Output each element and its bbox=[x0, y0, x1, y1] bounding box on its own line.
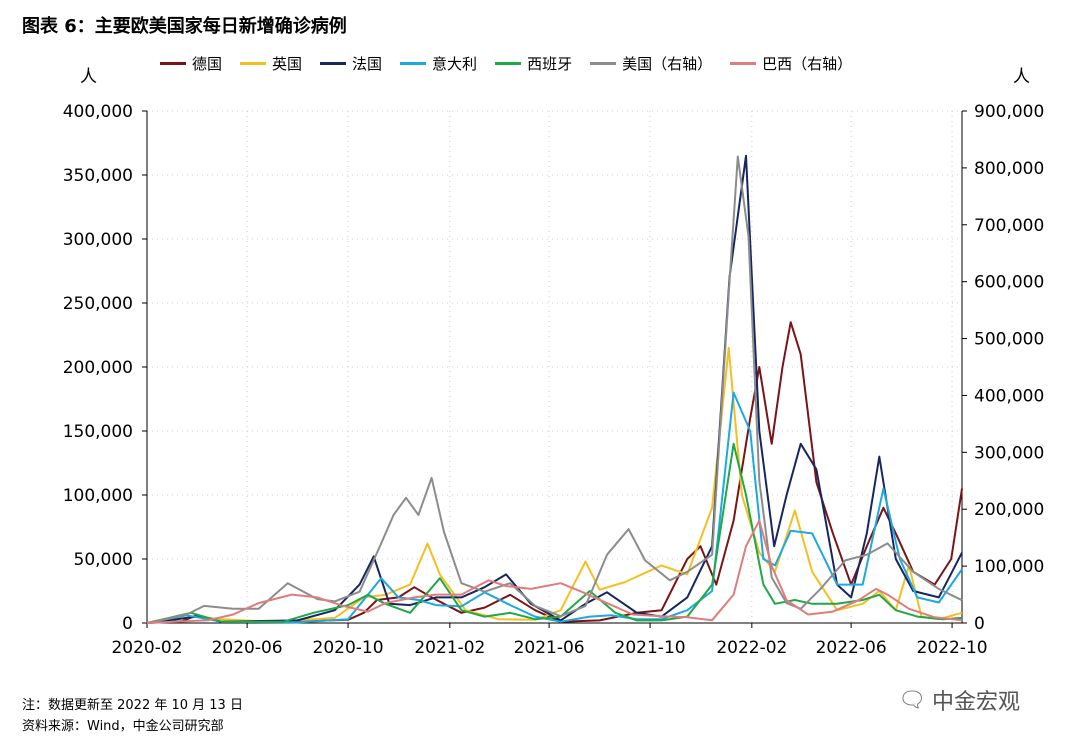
series-line-1 bbox=[146, 346, 963, 624]
right-tick-label: 400,000 bbox=[974, 386, 1044, 406]
x-tick-label: 2021-10 bbox=[615, 638, 686, 658]
legend-item: 美国（右轴） bbox=[590, 53, 712, 74]
legend-swatch bbox=[240, 62, 267, 65]
x-tick-label: 2020-06 bbox=[212, 638, 283, 658]
legend-label: 德国 bbox=[192, 55, 223, 73]
legend-label: 美国（右轴） bbox=[622, 55, 713, 73]
legend-item: 德国 bbox=[160, 53, 222, 74]
series-line-5 bbox=[146, 155, 963, 624]
left-tick-label: 350,000 bbox=[63, 166, 133, 186]
right-tick-label: 700,000 bbox=[974, 216, 1044, 236]
series-line-3 bbox=[146, 391, 963, 624]
series-line-6 bbox=[146, 519, 963, 624]
right-tick-label: 600,000 bbox=[974, 273, 1044, 293]
x-tick-label: 2020-10 bbox=[313, 638, 384, 658]
left-tick-label: 250,000 bbox=[63, 294, 133, 314]
x-tick-label: 2022-06 bbox=[816, 638, 887, 658]
series-line-4 bbox=[146, 442, 963, 624]
left-tick-label: 200,000 bbox=[63, 358, 133, 378]
x-tick-label: 2021-02 bbox=[414, 638, 485, 658]
legend: 德国 英国 法国 意大利 西班牙 美国（右轴） 巴西（右轴） bbox=[160, 53, 852, 74]
left-tick-label: 0 bbox=[122, 614, 133, 634]
legend-swatch bbox=[160, 62, 186, 65]
left-axis-unit: 人 bbox=[80, 67, 97, 87]
footnote: 注：数据更新至 2022 年 10 月 13 日 bbox=[22, 698, 243, 713]
legend-swatch bbox=[400, 62, 427, 65]
x-tick-label: 2021-06 bbox=[514, 638, 585, 658]
right-tick-label: 300,000 bbox=[974, 443, 1044, 463]
wechat-icon: 🗨 bbox=[898, 687, 926, 713]
legend-label: 西班牙 bbox=[527, 55, 573, 73]
x-tick-label: 2020-02 bbox=[111, 638, 182, 658]
source-note: 资料来源：Wind，中金公司研究部 bbox=[22, 719, 224, 734]
legend-swatch bbox=[320, 62, 347, 65]
right-tick-label: 900,000 bbox=[974, 102, 1044, 122]
legend-label: 意大利 bbox=[432, 55, 478, 73]
legend-item: 巴西（右轴） bbox=[730, 53, 852, 74]
right-tick-label: 800,000 bbox=[974, 159, 1044, 179]
series-line-2 bbox=[146, 154, 963, 624]
watermark-text: 中金宏观 bbox=[931, 690, 1020, 715]
legend-item: 法国 bbox=[320, 53, 382, 74]
legend-swatch bbox=[495, 62, 522, 65]
chart-title: 图表 6：主要欧美国家每日新增确诊病例 bbox=[22, 16, 347, 37]
legend-label: 英国 bbox=[272, 55, 303, 73]
right-axis-unit: 人 bbox=[1013, 67, 1030, 87]
right-tick-label: 500,000 bbox=[974, 330, 1044, 350]
left-tick-label: 300,000 bbox=[63, 230, 133, 250]
left-tick-label: 50,000 bbox=[74, 550, 133, 570]
left-tick-label: 100,000 bbox=[63, 486, 133, 506]
x-tick-label: 2022-10 bbox=[917, 638, 988, 658]
right-tick-label: 100,000 bbox=[974, 557, 1044, 577]
legend-label: 巴西（右轴） bbox=[762, 55, 853, 73]
right-tick-label: 200,000 bbox=[974, 500, 1044, 520]
watermark: 🗨 中金宏观 bbox=[898, 684, 1020, 716]
left-tick-label: 400,000 bbox=[63, 102, 133, 122]
right-tick-label: 0 bbox=[974, 614, 985, 634]
legend-label: 法国 bbox=[352, 55, 383, 73]
legend-item: 英国 bbox=[240, 53, 302, 74]
legend-item: 意大利 bbox=[400, 53, 477, 74]
legend-item: 西班牙 bbox=[495, 53, 572, 74]
legend-swatch bbox=[730, 62, 757, 65]
left-tick-label: 150,000 bbox=[63, 422, 133, 442]
series-line-0 bbox=[146, 321, 963, 624]
x-tick-label: 2022-02 bbox=[716, 638, 787, 658]
legend-swatch bbox=[590, 62, 617, 65]
